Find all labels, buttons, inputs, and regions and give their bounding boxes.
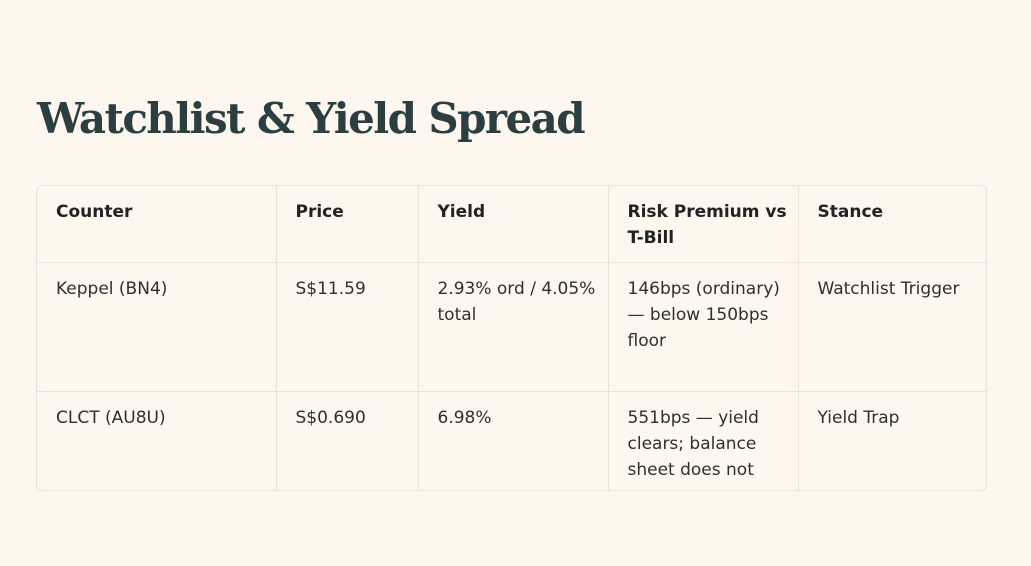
- column-header-price: Price: [276, 186, 419, 263]
- table-row: CLCT (AU8U) S$0.690 6.98% 551bps — yield…: [37, 391, 986, 490]
- column-header-stance: Stance: [798, 186, 986, 263]
- cell-risk-premium: 146bps (ordinary) — below 150bps floor: [608, 262, 799, 392]
- table-header-row: Counter Price Yield Risk Premium vs T-Bi…: [37, 186, 986, 263]
- page-title: Watchlist & Yield Spread: [37, 94, 586, 143]
- column-header-counter: Counter: [37, 186, 277, 263]
- cell-risk-premium: 551bps — yield clears; balance sheet doe…: [608, 391, 799, 490]
- cell-price: S$11.59: [276, 262, 419, 392]
- cell-yield: 2.93% ord / 4.05% total: [418, 262, 609, 392]
- column-header-risk-premium: Risk Premium vs T-Bill: [608, 186, 799, 263]
- column-header-yield: Yield: [418, 186, 609, 263]
- cell-counter: Keppel (BN4): [37, 262, 277, 392]
- watchlist-table: Counter Price Yield Risk Premium vs T-Bi…: [36, 185, 987, 491]
- cell-counter: CLCT (AU8U): [37, 391, 277, 490]
- cell-price: S$0.690: [276, 391, 419, 490]
- cell-stance: Watchlist Trigger: [798, 262, 986, 392]
- cell-stance: Yield Trap: [817, 407, 900, 428]
- table-row: Keppel (BN4) S$11.59 2.93% ord / 4.05% t…: [37, 262, 986, 392]
- cell-yield: 6.98%: [418, 391, 609, 490]
